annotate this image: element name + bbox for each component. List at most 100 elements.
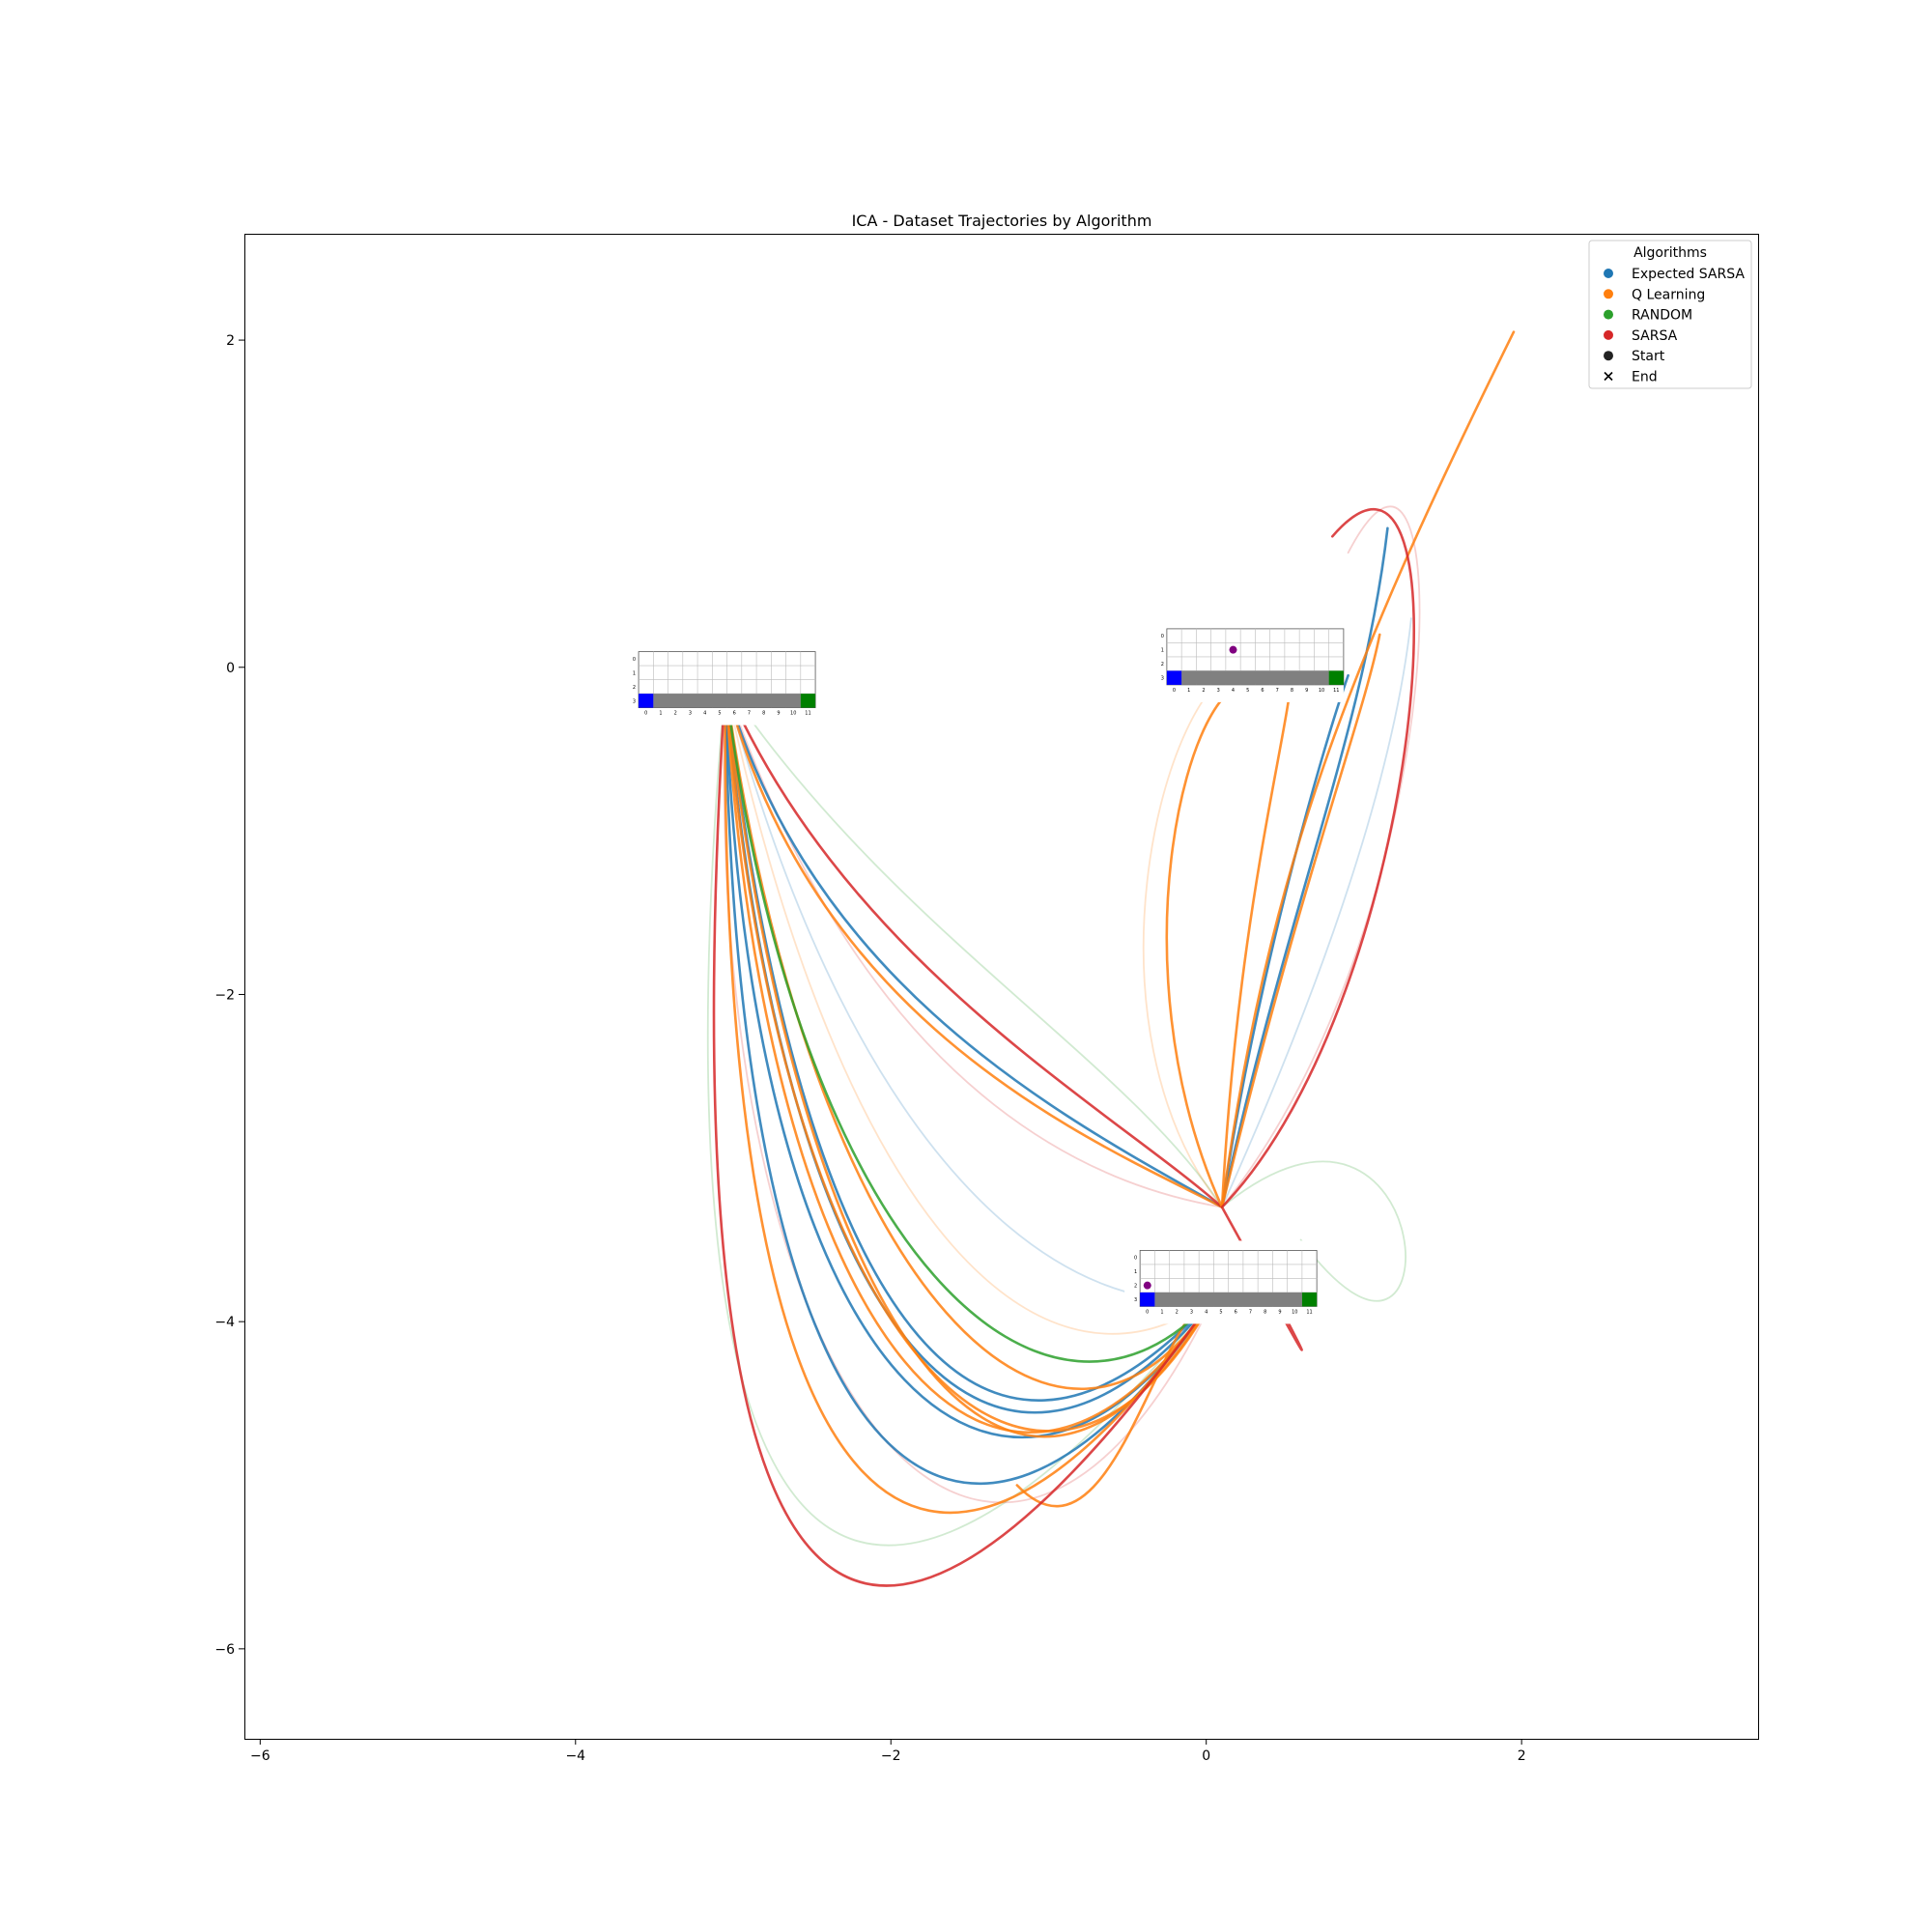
legend-marker (1604, 309, 1613, 320)
inset-col-label: 1 (1187, 688, 1190, 694)
trajectory-line (712, 682, 1216, 1587)
inset-col-label: 5 (1246, 688, 1249, 694)
legend: Algorithms Expected SARSA Q Learning RANDO… (1588, 240, 1752, 389)
inset-row-label: 3 (1161, 676, 1164, 682)
trajectory-line (1220, 666, 1294, 1208)
inset-col-label: 10 (790, 711, 796, 717)
x-tick-label: −4 (565, 1748, 585, 1764)
legend-marker (1604, 269, 1613, 278)
inset-col-label: 1 (659, 711, 662, 717)
legend-box (1588, 240, 1752, 389)
inset-col-label: 0 (1173, 688, 1176, 694)
x-tick-label: −2 (881, 1748, 901, 1764)
trajectory-line (724, 682, 1216, 1438)
trajectory-line (1221, 1160, 1406, 1302)
inset-col-label: 7 (1249, 1309, 1252, 1315)
trajectory-line (724, 682, 1224, 1208)
inset-col-label: 3 (1217, 688, 1220, 694)
trajectory-line (1220, 633, 1381, 1208)
y-axis: 2 0 −2 −4 −6 (214, 333, 244, 1658)
x-axis: −6 −4 −2 0 2 (250, 1739, 1526, 1764)
agent-marker (1229, 645, 1237, 654)
goal-cell (1328, 670, 1344, 685)
x-tick-label: 2 (1518, 1748, 1526, 1764)
goal-cell (1301, 1292, 1318, 1307)
legend-entries: Expected SARSA Q Learning RANDOM SARSA Start… (1604, 267, 1745, 385)
inset-row-label: 3 (1134, 1297, 1137, 1303)
y-tick-label: −6 (214, 1642, 235, 1658)
cliff-cells (653, 694, 801, 708)
inset-col-label: 2 (1176, 1309, 1179, 1315)
gridworld-inset-lower: 0 1 2 3 4 5 6 7 8 9 10 11 0 1 2 3 (1124, 1240, 1318, 1324)
trajectory-line (724, 682, 1215, 1335)
inset-col-label: 6 (1261, 688, 1264, 694)
inset-row-label: 0 (1161, 634, 1164, 639)
start-cell (1166, 670, 1182, 685)
inset-row-label: 2 (1134, 1284, 1137, 1290)
inset-col-label: 1 (1160, 1309, 1163, 1315)
gridworld-inset-upper: 0 1 2 3 4 5 6 7 8 9 10 11 0 1 2 3 (1151, 618, 1345, 702)
y-tick-label: 0 (226, 661, 235, 676)
inset-col-label: 8 (762, 711, 765, 717)
trajectory-line (1221, 617, 1412, 1208)
inset-col-label: 2 (1202, 688, 1205, 694)
trajectory-line (724, 682, 1216, 1485)
inset-col-label: 6 (733, 711, 736, 717)
inset-col-label: 0 (1146, 1309, 1149, 1315)
inset-col-label: 8 (1264, 1309, 1266, 1315)
x-tick-label: −6 (250, 1748, 270, 1764)
start-cell (1140, 1292, 1155, 1307)
trajectory-line (1220, 526, 1389, 1208)
legend-marker (1604, 329, 1613, 340)
trajectory-line (724, 682, 1216, 1402)
inset-col-label: 4 (1232, 688, 1235, 694)
inset-col-label: 11 (805, 711, 810, 717)
inset-col-label: 9 (1305, 688, 1308, 694)
inset-col-label: 11 (1333, 688, 1339, 694)
inset-row-label: 3 (633, 698, 636, 704)
legend-label: Q Learning (1632, 287, 1705, 302)
trajectory-line (724, 682, 1223, 1208)
legend-marker (1604, 289, 1613, 299)
goal-cell (800, 694, 816, 708)
legend-label: Start (1632, 349, 1665, 364)
plot-frame (244, 234, 1759, 1740)
inset-col-label: 6 (1235, 1309, 1237, 1315)
inset-col-label: 7 (1276, 688, 1279, 694)
y-tick-label: −4 (214, 1315, 235, 1330)
trajectory-line (724, 682, 1216, 1363)
legend-label: SARSA (1632, 328, 1678, 344)
inset-col-label: 5 (1219, 1309, 1222, 1315)
inset-col-label: 10 (1319, 688, 1324, 694)
inset-row-label: 1 (1134, 1269, 1137, 1275)
y-tick-label: −2 (214, 987, 235, 1003)
inset-row-label: 0 (1134, 1256, 1137, 1262)
inset-col-label: 3 (689, 711, 692, 717)
inset-col-label: 5 (718, 711, 721, 717)
trajectory-line (724, 682, 1216, 1390)
legend-marker-x (1604, 371, 1613, 382)
inset-col-label: 8 (1291, 688, 1293, 694)
inset-col-label: 9 (777, 711, 780, 717)
trajectory-line (724, 682, 1216, 1434)
legend-marker (1604, 351, 1613, 361)
inset-col-label: 10 (1292, 1309, 1297, 1315)
trajectory-line (1220, 330, 1516, 1208)
inset-row-label: 1 (1161, 648, 1164, 654)
y-tick-label: 2 (226, 333, 235, 349)
inset-col-label: 2 (674, 711, 677, 717)
trajectory-line (724, 682, 1224, 1208)
trajectory-line (1220, 507, 1415, 1208)
inset-row-label: 2 (1161, 662, 1164, 668)
cliff-cells (1154, 1292, 1302, 1307)
inset-row-label: 2 (633, 685, 636, 691)
trajectory-line (724, 682, 1216, 1515)
gridworld-inset-left: 0 1 2 3 4 5 6 7 8 9 10 11 0 1 2 3 (623, 641, 816, 725)
inset-col-label: 11 (1306, 1309, 1312, 1315)
trajectory-line (1221, 505, 1421, 1208)
inset-col-label: 9 (1278, 1309, 1281, 1315)
legend-label: End (1632, 370, 1658, 385)
cliff-cells (1181, 670, 1329, 685)
